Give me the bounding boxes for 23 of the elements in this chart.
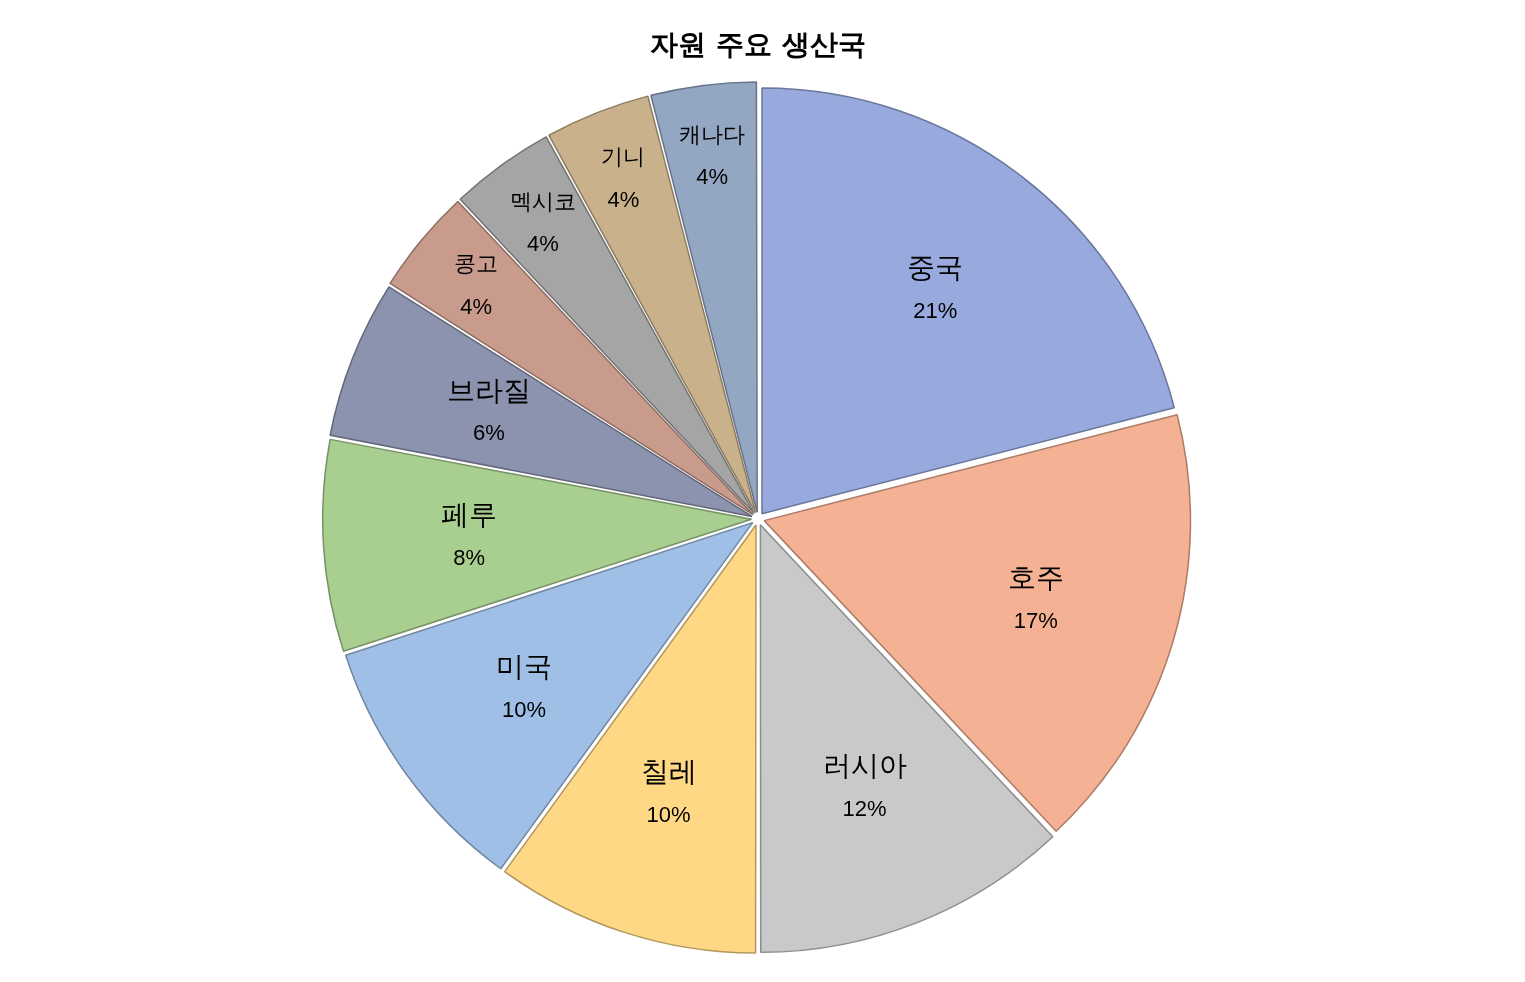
data-label: 4%	[696, 163, 729, 189]
data-label: 10%	[501, 696, 546, 722]
slice-label: 페루	[441, 498, 498, 532]
slice-label: 기니	[601, 144, 646, 170]
data-label: 4%	[607, 186, 640, 212]
slice-label: 멕시코	[509, 188, 576, 214]
chart-title: 자원 주요 생산국	[650, 28, 866, 62]
data-label: 10%	[646, 802, 691, 828]
data-label: 4%	[460, 293, 492, 319]
data-label: 4%	[527, 230, 559, 256]
data-label: 6%	[473, 420, 505, 446]
slice-label: 미국	[495, 650, 552, 684]
data-label: 17%	[1013, 607, 1058, 633]
slice-label: 캐나다	[679, 121, 746, 147]
slice-label: 호주	[1007, 560, 1064, 594]
slice-label: 콩고	[454, 251, 499, 277]
data-label: 21%	[913, 298, 958, 324]
data-label: 12%	[842, 795, 887, 821]
slice-label: 칠레	[640, 755, 697, 789]
slice-label: 러시아	[822, 749, 907, 783]
slice-label: 브라질	[447, 373, 532, 407]
slice-label: 중국	[907, 251, 964, 285]
data-label: 8%	[453, 545, 486, 571]
